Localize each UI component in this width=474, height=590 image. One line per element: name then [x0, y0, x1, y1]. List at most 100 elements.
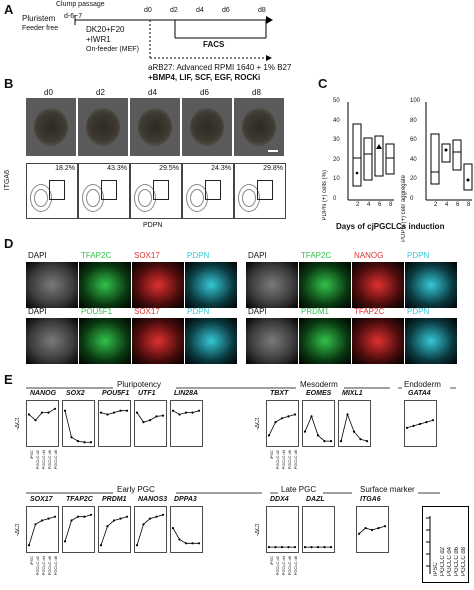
gene-title: NANOG	[30, 390, 57, 397]
gene-title: NANOS3	[138, 496, 168, 503]
c-ytick-left: 30	[333, 137, 340, 144]
gene-expression-chart	[404, 400, 437, 447]
legend-entry: PGCLC d6	[454, 546, 460, 576]
gene-title: EOMES	[306, 390, 332, 397]
gene-title: MIXL1	[342, 390, 363, 397]
data-point	[142, 421, 145, 424]
flow-cloud	[82, 184, 104, 212]
gene-title: TBXT	[270, 390, 289, 397]
flow-gate	[101, 180, 117, 200]
gene-title: ITGA6	[360, 496, 381, 503]
data-point	[425, 421, 428, 424]
data-point	[293, 413, 297, 416]
data-point	[359, 438, 362, 441]
panel-label-c: C	[318, 76, 328, 91]
e-ylabel: -ΔCt	[15, 524, 21, 537]
data-point	[106, 413, 109, 416]
chart-frame	[98, 400, 131, 447]
data-point	[191, 542, 194, 545]
flow-plot: 24.3%	[182, 163, 234, 219]
e-xtick-label: iPSC	[29, 450, 34, 460]
brightfield-photo	[26, 98, 76, 156]
if-channel-label: DAPI	[248, 307, 267, 316]
data-point	[89, 513, 93, 516]
data-point	[418, 422, 422, 426]
data-point	[135, 544, 139, 547]
gene-expression-chart	[62, 506, 95, 553]
if-channel-label: PDPN	[407, 307, 430, 316]
if-channel-label: PRDM1	[301, 307, 330, 316]
e-xtick-label: PGCLC d4	[281, 450, 286, 470]
data-point	[377, 527, 380, 530]
immunofluorescence-image	[26, 318, 78, 364]
e-xtick-label: PGCLC d8	[293, 556, 298, 576]
pdpn-axis-label: PDPN	[143, 222, 163, 229]
photo-day-label: d8	[252, 88, 261, 97]
data-point	[34, 419, 37, 422]
c-xtick-right: 8	[467, 202, 471, 208]
data-point	[155, 515, 158, 518]
arb27-label: aRB27: Advanced RPMI 1640 + 1% B27	[148, 63, 292, 72]
e-xtick-label: PGCLC d6	[47, 556, 52, 576]
immunofluorescence-image	[299, 318, 351, 364]
data-point	[178, 413, 181, 416]
series-line	[340, 413, 368, 442]
data-point	[370, 528, 374, 532]
data-point	[125, 515, 129, 518]
data-point	[27, 413, 31, 416]
data-point	[47, 411, 50, 414]
data-point	[148, 517, 152, 520]
data-point	[346, 413, 349, 416]
brightfield-photo	[234, 98, 284, 156]
data-point	[303, 430, 307, 433]
data-point	[142, 523, 145, 526]
clump-passage-label: Clump passage	[56, 1, 105, 8]
data-point	[155, 415, 158, 418]
brightfield-photo	[130, 98, 180, 156]
data-point	[267, 546, 271, 549]
if-channel-label: TFAP2C	[301, 251, 332, 260]
data-point	[83, 515, 86, 518]
chart-frame	[26, 400, 59, 447]
immunofluorescence-image	[132, 262, 184, 308]
chart-frame	[134, 506, 167, 553]
chart-frame	[26, 506, 59, 553]
c-ytick-right: 100	[410, 98, 421, 104]
gene-expression-chart	[98, 400, 131, 447]
brightfield-photo	[78, 98, 128, 156]
data-point	[357, 532, 361, 535]
if-channel-label: TFAP2C	[81, 251, 112, 260]
data-point	[112, 411, 116, 414]
timeline-arrow	[74, 15, 273, 61]
data-point	[27, 544, 31, 547]
gene-title: DPPA3	[174, 496, 197, 503]
data-point	[197, 542, 201, 545]
e-xtick-label: PGCLC d4	[41, 556, 46, 576]
gene-title: SOX17	[30, 496, 53, 503]
immunofluorescence-image	[405, 262, 457, 308]
group-mesoderm: Mesoderm	[300, 380, 338, 389]
panel-label-d: D	[4, 236, 14, 251]
panel-label-e: E	[4, 372, 13, 387]
data-point	[280, 417, 284, 420]
gene-expression-chart	[26, 506, 59, 553]
e-ylabel: -ΔCt	[255, 524, 261, 537]
e-legend-box	[422, 506, 469, 583]
flow-cloud	[186, 184, 208, 212]
series-line	[64, 410, 91, 443]
data-point	[280, 546, 284, 549]
chart-frame	[62, 400, 95, 447]
flow-cloud	[238, 184, 260, 212]
aggregate-blob	[242, 108, 276, 146]
c-ytick-right: 60	[410, 137, 417, 144]
facs-label: FACS	[203, 40, 225, 49]
e-xtick-label: PGCLC d6	[47, 450, 52, 470]
legend-entry: PGCLC d8	[461, 546, 467, 576]
if-channel-label: DAPI	[248, 251, 267, 260]
data-point	[34, 523, 37, 526]
c-xtick-right: 2	[434, 202, 438, 208]
iwr1-label: +IWR1	[86, 35, 111, 44]
c-xtick-right: 6	[456, 202, 460, 208]
data-point	[178, 538, 181, 541]
data-point	[323, 546, 326, 549]
